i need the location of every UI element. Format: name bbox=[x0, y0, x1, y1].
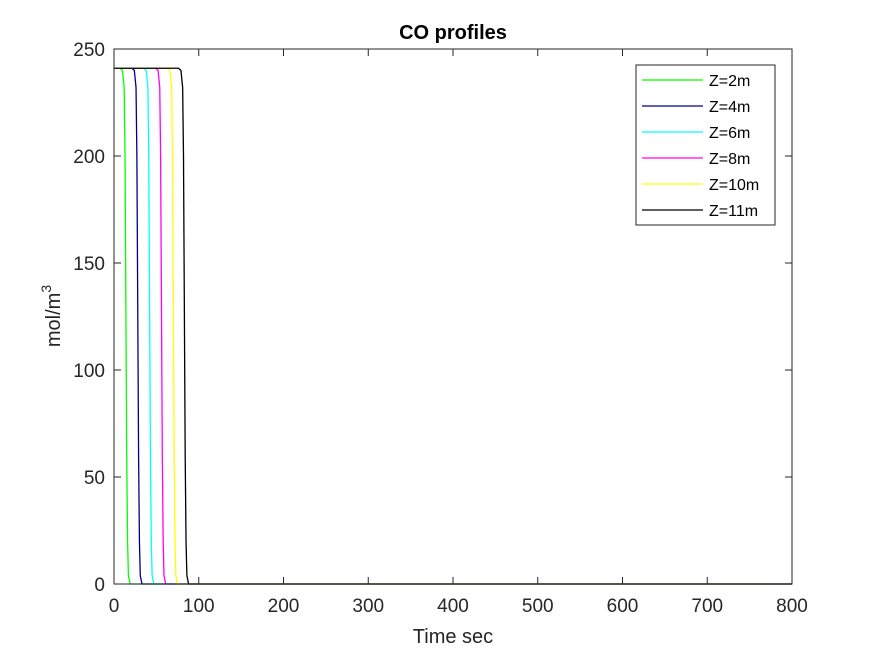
y-tick-label-0: 0 bbox=[94, 575, 105, 596]
series-line-6 bbox=[114, 67, 792, 585]
x-tick-label-1: 100 bbox=[183, 596, 215, 617]
x-tick-labels: 0 100 200 300 400 500 600 700 800 bbox=[109, 596, 808, 617]
legend-entries: Z=2m Z=4m Z=6m Z=8m Z=10m Z=11m bbox=[642, 73, 759, 220]
chart-title: CO profiles bbox=[399, 22, 507, 44]
series-line-1 bbox=[114, 67, 792, 585]
x-tick-label-4: 400 bbox=[437, 596, 469, 617]
x-tick-label-6: 600 bbox=[607, 596, 639, 617]
x-tick-label-0: 0 bbox=[109, 596, 120, 617]
y-tick-label-2: 100 bbox=[73, 361, 105, 382]
ticks-group bbox=[113, 48, 793, 585]
x-tick-label-2: 200 bbox=[268, 596, 300, 617]
x-tick-label-8: 800 bbox=[776, 596, 808, 617]
legend: Z=2m Z=4m Z=6m Z=8m Z=10m Z=11m bbox=[635, 64, 776, 226]
y-axis-label: mol/m3 bbox=[38, 285, 65, 347]
y-tick-label-3: 150 bbox=[73, 254, 105, 275]
legend-label-3: Z=6m bbox=[709, 125, 750, 142]
legend-label-1: Z=2m bbox=[709, 73, 750, 90]
y-tick-label-4: 200 bbox=[73, 147, 105, 168]
legend-box bbox=[635, 64, 776, 226]
series-line-3 bbox=[114, 67, 792, 585]
y-tick-label-1: 50 bbox=[84, 468, 105, 489]
legend-label-4: Z=8m bbox=[709, 151, 750, 168]
y-axis-label-base: mol/m bbox=[43, 293, 65, 347]
legend-label-5: Z=10m bbox=[709, 177, 759, 194]
legend-label-2: Z=4m bbox=[709, 99, 750, 116]
series-group bbox=[114, 67, 792, 585]
series-line-5 bbox=[114, 67, 792, 585]
y-axis-label-superscript: 3 bbox=[38, 285, 54, 293]
series-line-4 bbox=[114, 67, 792, 585]
x-axis-label: Time sec bbox=[413, 626, 493, 648]
x-tick-label-7: 700 bbox=[691, 596, 723, 617]
y-tick-labels: 0 50 100 150 200 250 bbox=[73, 40, 105, 596]
y-tick-label-5: 250 bbox=[73, 40, 105, 61]
series-line-2 bbox=[114, 67, 792, 585]
x-tick-label-3: 300 bbox=[352, 596, 384, 617]
x-tick-label-5: 500 bbox=[522, 596, 554, 617]
legend-label-6: Z=11m bbox=[709, 203, 758, 220]
